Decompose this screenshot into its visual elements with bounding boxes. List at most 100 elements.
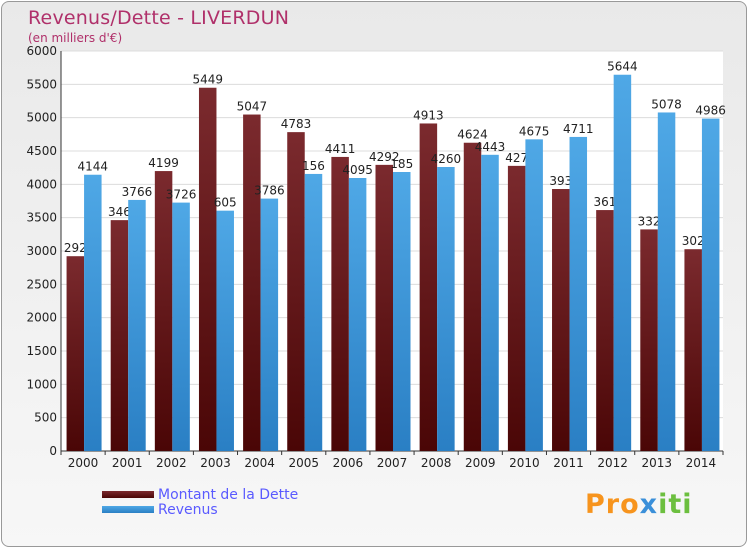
bar-dette — [287, 132, 305, 451]
bar-dette — [110, 220, 129, 451]
data-label-revenus: 5078 — [651, 97, 682, 111]
logo-part-iti: iti — [658, 489, 693, 520]
x-tick-label: 2009 — [465, 456, 496, 470]
bar-revenus — [701, 118, 720, 451]
bar-dette — [66, 256, 85, 451]
y-tick-label: 2000 — [26, 311, 57, 325]
bar-revenus — [657, 112, 676, 451]
x-tick-label: 2014 — [686, 456, 717, 470]
bar-dette — [640, 229, 658, 451]
x-tick-label: 2012 — [597, 456, 628, 470]
data-label-revenus: 185 — [390, 157, 413, 171]
bar-revenus — [437, 167, 455, 451]
data-label-dette: 4624 — [457, 128, 488, 142]
x-tick-label: 2008 — [421, 456, 452, 470]
y-tick-label: 0 — [49, 444, 57, 458]
y-tick-label: 6000 — [26, 44, 57, 58]
data-label-revenus: 5644 — [607, 60, 638, 74]
data-label-dette: 5047 — [237, 100, 268, 114]
x-tick-label: 2010 — [509, 456, 540, 470]
bar-revenus — [84, 174, 102, 451]
bar-revenus — [393, 172, 411, 451]
x-tick-label: 2001 — [112, 456, 143, 470]
bar-dette — [552, 189, 570, 451]
bar-revenus — [569, 136, 588, 451]
bar-dette — [198, 87, 217, 451]
logo-part-pro: Pro — [585, 489, 640, 520]
y-tick-label: 4000 — [26, 177, 57, 191]
y-tick-label: 5500 — [26, 77, 57, 91]
bar-dette — [419, 123, 438, 451]
data-label-dette: 5449 — [192, 73, 223, 87]
x-tick-label: 2005 — [288, 456, 319, 470]
y-tick-label: 500 — [34, 411, 57, 425]
bar-revenus — [348, 178, 367, 451]
data-label-dette: 292 — [64, 241, 87, 255]
y-tick-label: 5000 — [26, 111, 57, 125]
data-label-revenus: 3786 — [254, 184, 285, 198]
data-label-revenus: 4095 — [342, 163, 373, 177]
bar-revenus — [304, 173, 323, 451]
bar-revenus — [481, 154, 499, 452]
x-tick-label: 2002 — [156, 456, 187, 470]
legend-label-dette: Montant de la Dette — [158, 487, 299, 503]
y-tick-label: 3500 — [26, 211, 57, 225]
bar-revenus — [216, 210, 234, 451]
data-label-revenus: 4443 — [475, 140, 506, 154]
bar-revenus — [613, 74, 632, 451]
data-label-revenus: 4144 — [78, 160, 109, 174]
bar-dette — [331, 156, 349, 451]
bar-dette — [684, 249, 702, 451]
bar-revenus — [525, 139, 543, 452]
x-tick-label: 2000 — [68, 456, 99, 470]
data-label-revenus: 4260 — [431, 152, 462, 166]
y-tick-label: 1500 — [26, 344, 57, 358]
logo-part-x: x — [639, 489, 659, 520]
data-label-dette: 302 — [682, 234, 705, 248]
data-label-dette: 4783 — [281, 117, 312, 131]
x-tick-label: 2004 — [244, 456, 275, 470]
bar-revenus — [128, 199, 146, 451]
bar-dette — [507, 165, 526, 451]
chart-title: Revenus/Dette - LIVERDUN — [28, 7, 290, 29]
data-label-dette: 361 — [593, 195, 616, 209]
y-tick-label: 3000 — [26, 244, 57, 258]
data-label-dette: 393 — [549, 174, 572, 188]
bar-revenus — [260, 198, 279, 451]
legend-swatch-dette — [102, 491, 154, 498]
data-label-dette: 4411 — [325, 142, 356, 156]
y-tick-label: 1000 — [26, 377, 57, 391]
data-label-revenus: 605 — [214, 196, 237, 210]
proxiti-logo: Proxiti — [585, 489, 693, 520]
chart-subtitle: (en milliers d'€) — [28, 31, 123, 45]
x-tick-label: 2013 — [642, 456, 673, 470]
legend-label-revenus: Revenus — [158, 502, 218, 518]
bar-dette — [596, 210, 614, 451]
x-tick-label: 2007 — [377, 456, 408, 470]
data-label-revenus: 3726 — [166, 188, 197, 202]
data-label-dette: 427 — [505, 151, 528, 165]
bar-dette — [375, 164, 393, 451]
data-label-revenus: 4711 — [563, 122, 594, 136]
data-label-dette: 4913 — [413, 108, 444, 122]
y-tick-label: 4500 — [26, 144, 57, 158]
x-tick-label: 2011 — [553, 456, 584, 470]
x-tick-label: 2003 — [200, 456, 231, 470]
bar-revenus — [172, 202, 190, 451]
legend-swatch-revenus — [102, 506, 154, 513]
x-tick-label: 2006 — [333, 456, 364, 470]
data-label-dette: 346 — [108, 205, 131, 219]
data-label-revenus: 4675 — [519, 124, 550, 138]
bar-dette — [463, 142, 482, 451]
data-label-dette: 332 — [638, 214, 661, 228]
y-tick-label: 2500 — [26, 277, 57, 291]
data-label-revenus: 3766 — [122, 185, 153, 199]
data-label-dette: 4199 — [148, 156, 179, 170]
data-label-revenus: 4986 — [695, 104, 726, 118]
bar-dette — [154, 171, 173, 452]
data-label-dette: 4292 — [369, 150, 400, 164]
data-label-revenus: 156 — [302, 159, 325, 173]
bar-dette — [243, 114, 261, 452]
